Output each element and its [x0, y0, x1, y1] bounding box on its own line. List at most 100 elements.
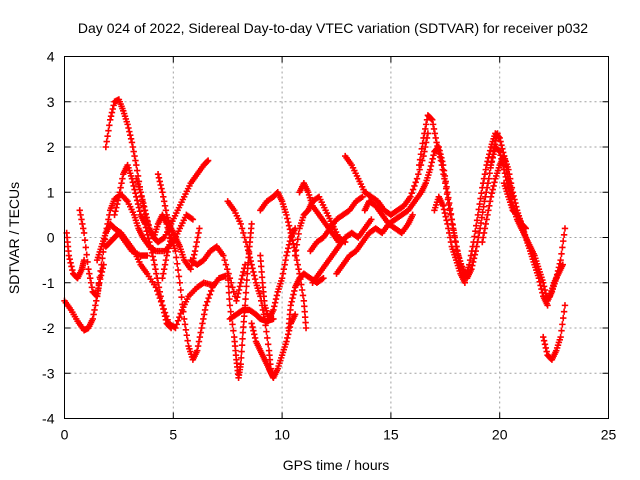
data-point	[180, 315, 188, 323]
data-point	[144, 231, 151, 238]
data-point	[535, 275, 543, 282]
data-point	[133, 197, 141, 204]
data-point	[447, 238, 455, 246]
data-point	[479, 184, 486, 191]
data-point	[225, 283, 232, 290]
data-point	[91, 306, 98, 314]
data-point	[474, 211, 482, 219]
data-point	[258, 274, 266, 281]
data-point	[118, 180, 125, 187]
data-point	[293, 241, 301, 248]
data-point	[117, 184, 124, 191]
data-point	[155, 284, 163, 291]
data-point	[230, 327, 237, 334]
data-point	[190, 251, 198, 258]
data-point	[108, 109, 116, 116]
data-point	[560, 314, 567, 322]
series-arc17	[257, 189, 310, 332]
data-point	[79, 220, 86, 228]
data-point	[543, 348, 550, 355]
data-point	[264, 334, 271, 342]
data-point	[67, 259, 74, 267]
data-point	[146, 238, 153, 246]
data-point	[480, 203, 487, 210]
data-point	[421, 130, 428, 137]
data-point	[96, 279, 103, 286]
data-point	[92, 302, 99, 309]
data-point	[133, 161, 140, 169]
data-point	[286, 323, 294, 331]
data-point	[162, 316, 170, 324]
data-point	[258, 268, 265, 276]
data-point	[422, 121, 430, 128]
data-point	[113, 200, 121, 208]
data-point	[478, 189, 485, 197]
data-point	[264, 341, 272, 348]
data-point	[495, 133, 503, 141]
data-point	[173, 254, 180, 261]
data-point	[445, 225, 452, 232]
data-point	[149, 253, 157, 260]
data-point	[196, 225, 203, 232]
data-point	[284, 334, 291, 342]
data-point	[260, 311, 268, 318]
data-point	[159, 189, 166, 196]
data-point	[242, 289, 250, 296]
data-point	[430, 151, 437, 159]
data-point	[173, 321, 180, 328]
data-point	[482, 220, 489, 228]
data-point	[481, 170, 489, 178]
data-point	[88, 284, 96, 291]
data-point	[93, 297, 100, 305]
data-point	[560, 231, 568, 238]
data-point	[134, 200, 142, 208]
data-point	[483, 189, 490, 196]
data-point	[163, 252, 170, 259]
data-point	[157, 181, 164, 189]
axis-ticks: 0 5 10 15 20 25 -4 -3 -2 -1 0 1 2 3 4	[42, 49, 616, 443]
data-point	[129, 179, 137, 186]
data-point	[160, 309, 168, 316]
series-arc22	[309, 216, 375, 286]
data-point	[440, 206, 448, 213]
data-point	[166, 241, 173, 248]
data-point	[238, 341, 246, 349]
data-point	[278, 275, 286, 282]
data-point	[281, 261, 288, 268]
series-arc31	[500, 180, 551, 309]
data-point	[249, 323, 256, 331]
data-point	[262, 322, 269, 329]
data-point	[302, 324, 310, 332]
data-point	[233, 297, 240, 305]
x-tick-label: 25	[601, 427, 617, 443]
data-point	[153, 270, 160, 277]
data-point	[119, 175, 126, 182]
data-point	[69, 266, 76, 274]
data-points	[61, 96, 569, 381]
data-point	[429, 121, 437, 128]
data-point	[270, 306, 277, 314]
data-point	[167, 323, 174, 331]
data-point	[77, 211, 84, 219]
data-point	[126, 128, 133, 135]
data-point	[558, 250, 565, 257]
data-point	[429, 116, 436, 124]
data-point	[442, 178, 449, 185]
data-point	[84, 258, 91, 266]
data-point	[80, 229, 88, 237]
data-point	[87, 279, 95, 286]
data-point	[155, 174, 163, 181]
data-point	[106, 116, 114, 124]
data-point	[238, 225, 246, 232]
data-point	[238, 275, 245, 283]
data-point	[445, 194, 452, 201]
data-point	[428, 159, 436, 166]
data-point	[194, 342, 202, 350]
data-point	[466, 256, 474, 264]
data-point	[293, 256, 301, 264]
data-point	[225, 289, 233, 296]
data-point	[221, 256, 228, 264]
data-point	[359, 193, 366, 200]
data-point	[478, 214, 486, 221]
data-point	[131, 152, 138, 160]
